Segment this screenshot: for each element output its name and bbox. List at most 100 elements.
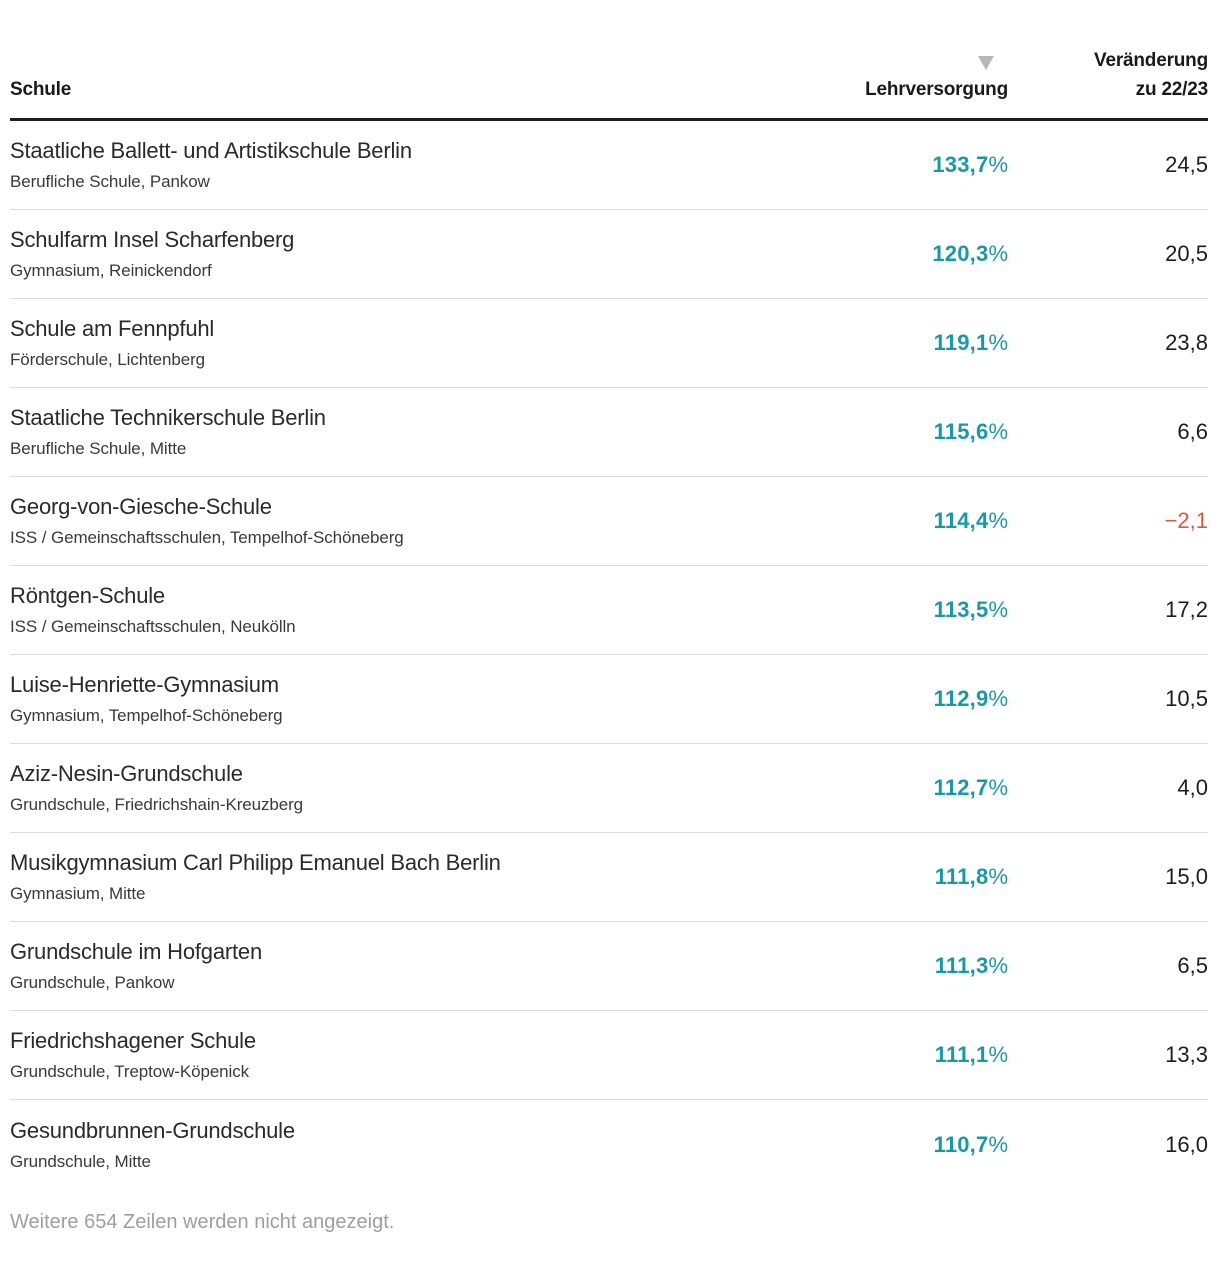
percent-sign: % xyxy=(988,864,1008,889)
school-cell: Friedrichshagener Schule Grundschule, Tr… xyxy=(10,1028,818,1082)
school-name: Friedrichshagener Schule xyxy=(10,1028,256,1053)
school-type-district: Grundschule, Friedrichshain-Kreuzberg xyxy=(10,795,303,814)
percent-sign: % xyxy=(988,686,1008,711)
hidden-rows-note: Weitere 654 Zeilen werden nicht angezeig… xyxy=(10,1211,395,1233)
school-name: Georg-von-Giesche-Schule xyxy=(10,494,272,519)
change-value: −2,1 xyxy=(1164,508,1208,533)
table-row: Aziz-Nesin-Grundschule Grundschule, Frie… xyxy=(10,744,1208,833)
school-type-district: Gymnasium, Reinickendorf xyxy=(10,261,212,280)
percent-sign: % xyxy=(988,152,1008,177)
school-cell: Luise-Henriette-Gymnasium Gymnasium, Tem… xyxy=(10,672,818,726)
table-row: Gesundbrunnen-Grundschule Grundschule, M… xyxy=(10,1100,1208,1189)
percent-sign: % xyxy=(988,241,1008,266)
school-name: Röntgen-Schule xyxy=(10,583,165,608)
school-type-district: ISS / Gemeinschaftsschulen, Neukölln xyxy=(10,617,296,636)
change-value: 6,6 xyxy=(1177,419,1208,444)
lehrversorgung-cell: 111,8% xyxy=(818,864,1008,890)
lehrversorgung-value: 115,6 xyxy=(933,419,989,444)
lehrversorgung-cell: 111,1% xyxy=(818,1042,1008,1068)
table-row: Schule am Fennpfuhl Förderschule, Lichte… xyxy=(10,299,1208,388)
school-name: Staatliche Ballett- und Artistikschule B… xyxy=(10,138,412,163)
change-value: 23,8 xyxy=(1165,330,1208,355)
percent-sign: % xyxy=(988,330,1008,355)
school-type-district: Grundschule, Mitte xyxy=(10,1151,151,1171)
school-cell: Grundschule im Hofgarten Grundschule, Pa… xyxy=(10,939,818,993)
school-supply-table: Schule Lehrversorgung Veränderung zu 22/… xyxy=(10,0,1208,1233)
column-header-veraenderung-line1: Veränderung xyxy=(1094,50,1208,71)
lehrversorgung-cell: 119,1% xyxy=(818,330,1008,356)
percent-sign: % xyxy=(988,419,1008,444)
table-row: Staatliche Ballett- und Artistikschule B… xyxy=(10,121,1208,210)
school-name: Staatliche Technikerschule Berlin xyxy=(10,405,326,430)
change-value: 16,0 xyxy=(1165,1131,1208,1157)
school-cell: Musikgymnasium Carl Philipp Emanuel Bach… xyxy=(10,850,818,904)
table-row: Grundschule im Hofgarten Grundschule, Pa… xyxy=(10,922,1208,1011)
column-header-lehrversorgung[interactable]: Lehrversorgung xyxy=(818,56,1008,104)
lehrversorgung-value: 133,7 xyxy=(932,152,989,177)
school-type-district: Berufliche Schule, Pankow xyxy=(10,172,210,191)
lehrversorgung-value: 119,1 xyxy=(933,330,989,355)
school-cell: Staatliche Ballett- und Artistikschule B… xyxy=(10,138,818,192)
table-row: Friedrichshagener Schule Grundschule, Tr… xyxy=(10,1011,1208,1100)
lehrversorgung-value: 120,3 xyxy=(932,241,989,266)
column-header-veraenderung-line2: zu 22/23 xyxy=(1135,79,1209,100)
change-value: 6,5 xyxy=(1177,953,1208,978)
lehrversorgung-value: 111,1 xyxy=(934,1042,989,1067)
lehrversorgung-cell: 112,7% xyxy=(818,775,1008,801)
lehrversorgung-cell: 115,6% xyxy=(818,419,1008,445)
lehrversorgung-cell: 114,4% xyxy=(818,508,1008,534)
table-header: Schule Lehrversorgung Veränderung zu 22/… xyxy=(10,0,1208,121)
sort-descending-icon[interactable] xyxy=(978,56,994,70)
lehrversorgung-cell: 133,7% xyxy=(818,152,1008,178)
school-cell: Gesundbrunnen-Grundschule Grundschule, M… xyxy=(10,1118,818,1172)
school-cell: Staatliche Technikerschule Berlin Berufl… xyxy=(10,405,818,459)
school-type-district: Grundschule, Pankow xyxy=(10,973,175,992)
school-name: Grundschule im Hofgarten xyxy=(10,939,262,964)
school-type-district: ISS / Gemeinschaftsschulen, Tempelhof-Sc… xyxy=(10,528,404,547)
school-name: Schule am Fennpfuhl xyxy=(10,316,215,341)
column-header-veraenderung[interactable]: Veränderung zu 22/23 xyxy=(1008,46,1208,104)
table-row: Röntgen-Schule ISS / Gemeinschaftsschule… xyxy=(10,566,1208,655)
percent-sign: % xyxy=(988,1131,1008,1157)
table-row: Luise-Henriette-Gymnasium Gymnasium, Tem… xyxy=(10,655,1208,744)
change-value: 20,5 xyxy=(1165,241,1208,266)
table-row: Musikgymnasium Carl Philipp Emanuel Bach… xyxy=(10,833,1208,922)
lehrversorgung-value: 111,3 xyxy=(934,953,989,978)
change-value: 15,0 xyxy=(1165,864,1208,889)
school-cell: Aziz-Nesin-Grundschule Grundschule, Frie… xyxy=(10,761,818,815)
percent-sign: % xyxy=(988,953,1008,978)
school-type-district: Grundschule, Treptow-Köpenick xyxy=(10,1062,250,1081)
school-type-district: Berufliche Schule, Mitte xyxy=(10,439,187,458)
percent-sign: % xyxy=(988,508,1008,533)
lehrversorgung-cell: 111,3% xyxy=(818,953,1008,979)
lehrversorgung-value: 110,7 xyxy=(933,1131,989,1157)
table-body: Staatliche Ballett- und Artistikschule B… xyxy=(10,121,1208,1189)
change-value: 24,5 xyxy=(1165,152,1208,177)
lehrversorgung-cell: 112,9% xyxy=(818,686,1008,712)
column-header-lehrversorgung-label: Lehrversorgung xyxy=(865,79,1008,100)
school-cell: Röntgen-Schule ISS / Gemeinschaftsschule… xyxy=(10,583,818,637)
school-name: Aziz-Nesin-Grundschule xyxy=(10,761,243,786)
column-header-schule[interactable]: Schule xyxy=(10,79,72,100)
lehrversorgung-value: 112,7 xyxy=(933,775,989,800)
lehrversorgung-value: 114,4 xyxy=(933,508,989,533)
school-name: Gesundbrunnen-Grundschule xyxy=(10,1117,295,1143)
school-name: Musikgymnasium Carl Philipp Emanuel Bach… xyxy=(10,850,501,875)
lehrversorgung-cell: 120,3% xyxy=(818,241,1008,267)
change-value: 4,0 xyxy=(1177,775,1208,800)
table-row: Staatliche Technikerschule Berlin Berufl… xyxy=(10,388,1208,477)
school-cell: Schulfarm Insel Scharfenberg Gymnasium, … xyxy=(10,227,818,281)
school-cell: Schule am Fennpfuhl Förderschule, Lichte… xyxy=(10,316,818,370)
school-name: Luise-Henriette-Gymnasium xyxy=(10,672,279,697)
lehrversorgung-cell: 113,5% xyxy=(818,597,1008,623)
table-row: Schulfarm Insel Scharfenberg Gymnasium, … xyxy=(10,210,1208,299)
change-value: 10,5 xyxy=(1165,686,1208,711)
school-type-district: Gymnasium, Mitte xyxy=(10,884,146,903)
change-value: 17,2 xyxy=(1165,597,1208,622)
lehrversorgung-value: 113,5 xyxy=(933,597,989,622)
table-row: Georg-von-Giesche-Schule ISS / Gemeinsch… xyxy=(10,477,1208,566)
change-value: 13,3 xyxy=(1165,1042,1208,1067)
school-type-district: Förderschule, Lichtenberg xyxy=(10,350,206,369)
school-cell: Georg-von-Giesche-Schule ISS / Gemeinsch… xyxy=(10,494,818,548)
percent-sign: % xyxy=(988,775,1008,800)
